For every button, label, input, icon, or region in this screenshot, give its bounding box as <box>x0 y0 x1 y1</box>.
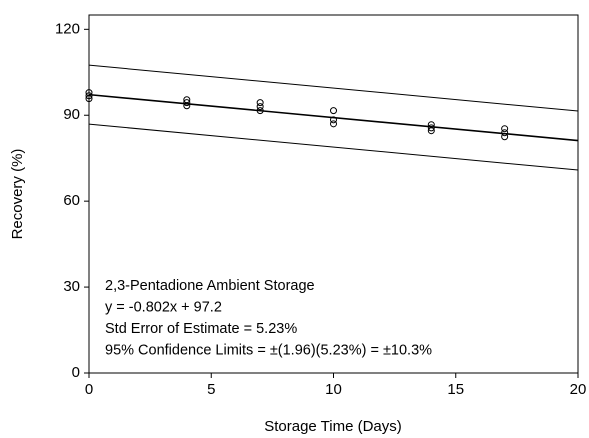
data-point <box>85 92 93 100</box>
y-tick-label: 30 <box>63 278 80 295</box>
data-point <box>501 125 509 133</box>
x-tick-label: 20 <box>570 381 587 398</box>
y-tick-label: 60 <box>63 192 80 209</box>
annotation-line: y = -0.802x + 97.2 <box>105 299 222 315</box>
data-point <box>256 99 264 107</box>
annotation-line: 95% Confidence Limits = ±(1.96)(5.23%) =… <box>105 342 432 358</box>
x-tick-label: 15 <box>447 381 464 398</box>
x-tick-label: 10 <box>325 381 342 398</box>
data-point <box>427 127 435 135</box>
y-axis-label: Recovery (%) <box>9 149 26 240</box>
regression-line <box>88 64 579 112</box>
data-point <box>330 116 337 124</box>
data-point <box>501 133 509 141</box>
data-point <box>330 107 337 115</box>
y-tick-label: 0 <box>72 364 80 381</box>
data-point <box>256 107 264 115</box>
data-point <box>501 129 509 137</box>
data-point <box>427 124 435 132</box>
plot-frame <box>88 14 579 374</box>
data-point <box>85 95 93 103</box>
regression-line <box>88 123 579 171</box>
data-point <box>330 120 337 128</box>
regression-line <box>88 93 579 142</box>
y-tick-label: 90 <box>63 106 80 123</box>
x-tick-label: 5 <box>207 381 215 398</box>
data-point <box>183 99 191 107</box>
annotation-line: 2,3-Pentadione Ambient Storage <box>105 278 315 294</box>
data-point <box>256 103 264 111</box>
data-point <box>183 102 191 110</box>
annotation-line: Std Error of Estimate = 5.23% <box>105 321 297 337</box>
x-axis-label: Storage Time (Days) <box>264 418 402 435</box>
x-tick-label: 0 <box>85 381 93 398</box>
y-tick-label: 120 <box>55 20 80 37</box>
